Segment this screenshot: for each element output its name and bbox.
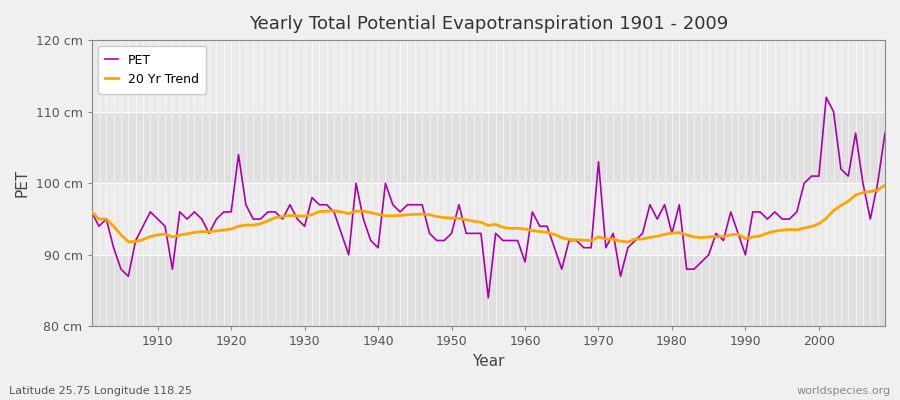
20 Yr Trend: [608, 237, 618, 242]
20 Yr Trend: [307, 212, 318, 217]
Line: 20 Yr Trend: 20 Yr Trend: [92, 185, 885, 242]
20 Yr Trend: [623, 240, 634, 244]
Text: Latitude 25.75 Longitude 118.25: Latitude 25.75 Longitude 118.25: [9, 386, 192, 396]
PET: [145, 210, 156, 214]
20 Yr Trend: [879, 183, 890, 188]
PET: [615, 274, 626, 279]
Bar: [92, 255, 885, 326]
20 Yr Trend: [145, 234, 156, 239]
Legend: PET, 20 Yr Trend: PET, 20 Yr Trend: [98, 46, 206, 94]
PET: [307, 195, 318, 200]
PET: [483, 295, 494, 300]
PET: [879, 131, 890, 136]
Y-axis label: PET: PET: [15, 169, 30, 197]
PET: [351, 181, 362, 186]
X-axis label: Year: Year: [472, 354, 505, 369]
20 Yr Trend: [512, 226, 523, 231]
PET: [519, 260, 530, 264]
Line: PET: PET: [92, 97, 885, 298]
PET: [821, 95, 832, 100]
20 Yr Trend: [519, 227, 530, 232]
Text: worldspecies.org: worldspecies.org: [796, 386, 891, 396]
Bar: [92, 40, 885, 112]
Title: Yearly Total Potential Evapotranspiration 1901 - 2009: Yearly Total Potential Evapotranspiratio…: [248, 15, 728, 33]
20 Yr Trend: [86, 210, 97, 214]
Bar: [92, 112, 885, 183]
PET: [527, 210, 538, 214]
Bar: [92, 183, 885, 255]
PET: [86, 210, 97, 214]
20 Yr Trend: [351, 209, 362, 214]
